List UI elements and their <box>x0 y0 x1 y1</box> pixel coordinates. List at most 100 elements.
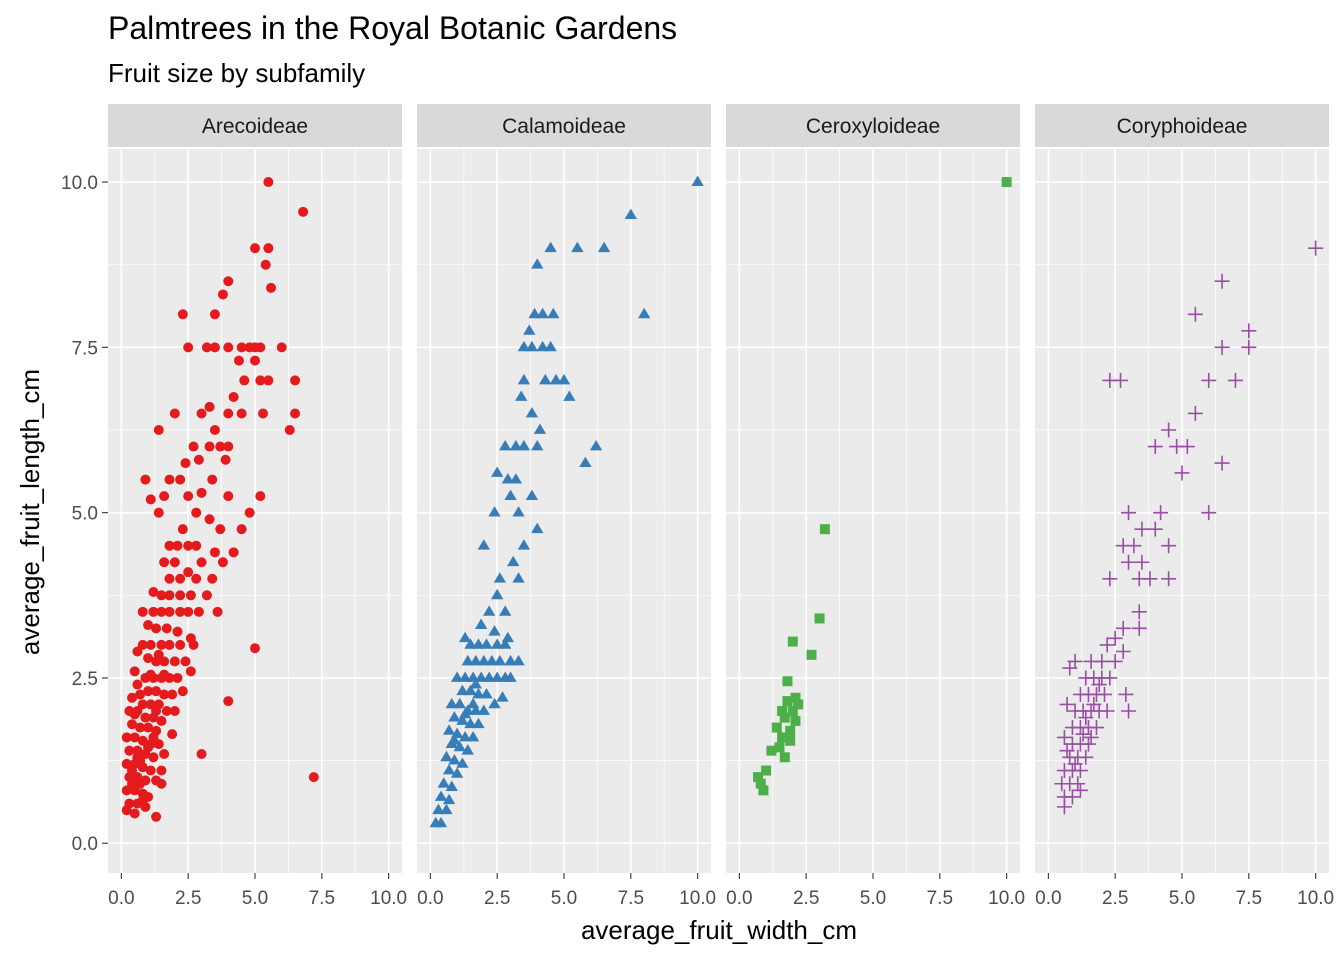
data-point <box>148 586 159 597</box>
facet-strip <box>726 104 1020 147</box>
data-point <box>442 793 456 805</box>
x-tick-label: 7.5 <box>927 888 953 909</box>
x-tick-label: 2.5 <box>1102 888 1128 909</box>
data-point <box>793 699 804 710</box>
data-point <box>1161 538 1177 554</box>
data-point <box>164 540 175 551</box>
data-point <box>148 606 159 617</box>
data-point <box>164 590 175 601</box>
data-point <box>172 672 183 683</box>
x-tick-label: 2.5 <box>484 888 510 909</box>
data-point <box>223 696 234 707</box>
data-point <box>135 778 146 789</box>
data-points-calamoideae <box>429 175 704 828</box>
data-point <box>691 175 704 186</box>
data-point <box>638 307 651 319</box>
data-point <box>207 474 218 485</box>
data-point <box>156 765 167 776</box>
facet-strip-label: Ceroxyloideae <box>806 115 940 138</box>
data-point <box>164 606 175 617</box>
data-point <box>201 590 212 601</box>
data-point <box>191 573 202 584</box>
y-tick-label: 0.0 <box>72 834 98 855</box>
data-point <box>1059 696 1075 712</box>
data-point <box>159 656 170 667</box>
data-point <box>298 206 309 217</box>
data-point <box>579 456 592 467</box>
facet-strip <box>108 104 402 147</box>
data-point <box>137 606 148 617</box>
data-point <box>525 406 539 418</box>
x-tick-label: 5.0 <box>242 888 268 909</box>
data-point <box>159 689 170 700</box>
facet-strip <box>1035 104 1329 147</box>
data-point <box>167 689 178 700</box>
data-point <box>597 241 611 253</box>
data-point <box>263 177 274 188</box>
data-point <box>525 489 539 501</box>
data-point <box>121 805 132 816</box>
data-point <box>167 729 178 740</box>
data-point <box>1075 726 1091 742</box>
data-point <box>531 258 544 269</box>
data-point <box>145 699 156 710</box>
data-point <box>536 307 549 319</box>
data-point <box>159 669 170 680</box>
data-point <box>137 639 148 650</box>
data-point <box>501 473 515 484</box>
data-point <box>461 654 474 666</box>
data-point <box>509 473 523 484</box>
data-point <box>1187 306 1203 322</box>
data-point <box>185 666 196 677</box>
data-point <box>153 739 164 750</box>
data-point <box>517 340 531 352</box>
data-point <box>434 790 448 801</box>
y-tick-label: 5.0 <box>72 504 98 525</box>
data-point <box>129 808 140 819</box>
data-point <box>236 524 247 535</box>
data-point <box>442 724 456 735</box>
data-point <box>124 745 135 756</box>
data-point <box>215 524 226 535</box>
data-point <box>544 241 557 253</box>
data-point <box>1147 439 1163 455</box>
data-point <box>1174 465 1190 481</box>
data-point <box>204 514 215 525</box>
data-point <box>207 573 218 584</box>
facet-panel-calamoideae: Calamoideae 0.0 2.5 5.0 7.5 10.0 <box>417 104 716 909</box>
data-point <box>482 605 496 616</box>
data-point <box>175 573 186 584</box>
data-point <box>196 487 207 498</box>
data-point <box>175 606 186 617</box>
data-point <box>151 706 162 717</box>
data-point <box>132 752 143 763</box>
x-axis-title: average_fruit_width_cm <box>581 915 857 945</box>
data-point <box>159 491 170 502</box>
data-point <box>1121 703 1137 719</box>
data-point <box>188 441 199 452</box>
data-point <box>1121 505 1137 521</box>
data-point <box>488 697 501 709</box>
data-point <box>458 707 472 719</box>
data-point <box>456 757 469 768</box>
x-tick-label: 7.5 <box>1236 888 1262 909</box>
data-point <box>1067 756 1083 772</box>
data-point <box>549 373 563 385</box>
data-point <box>209 425 220 436</box>
data-point <box>1214 339 1230 355</box>
data-point <box>191 540 202 551</box>
data-point <box>201 342 212 353</box>
data-point <box>1099 637 1115 653</box>
data-point <box>448 754 461 765</box>
data-point <box>263 375 274 386</box>
y-axis: 0.0 2.5 5.0 7.5 10.0 <box>61 173 108 855</box>
data-point <box>153 425 164 436</box>
data-point <box>148 732 159 743</box>
data-point <box>512 572 525 583</box>
data-point <box>525 340 539 352</box>
data-point <box>1161 422 1177 438</box>
data-point <box>464 638 477 649</box>
data-point <box>806 649 817 660</box>
data-point <box>1241 323 1257 339</box>
data-point <box>1161 571 1177 587</box>
